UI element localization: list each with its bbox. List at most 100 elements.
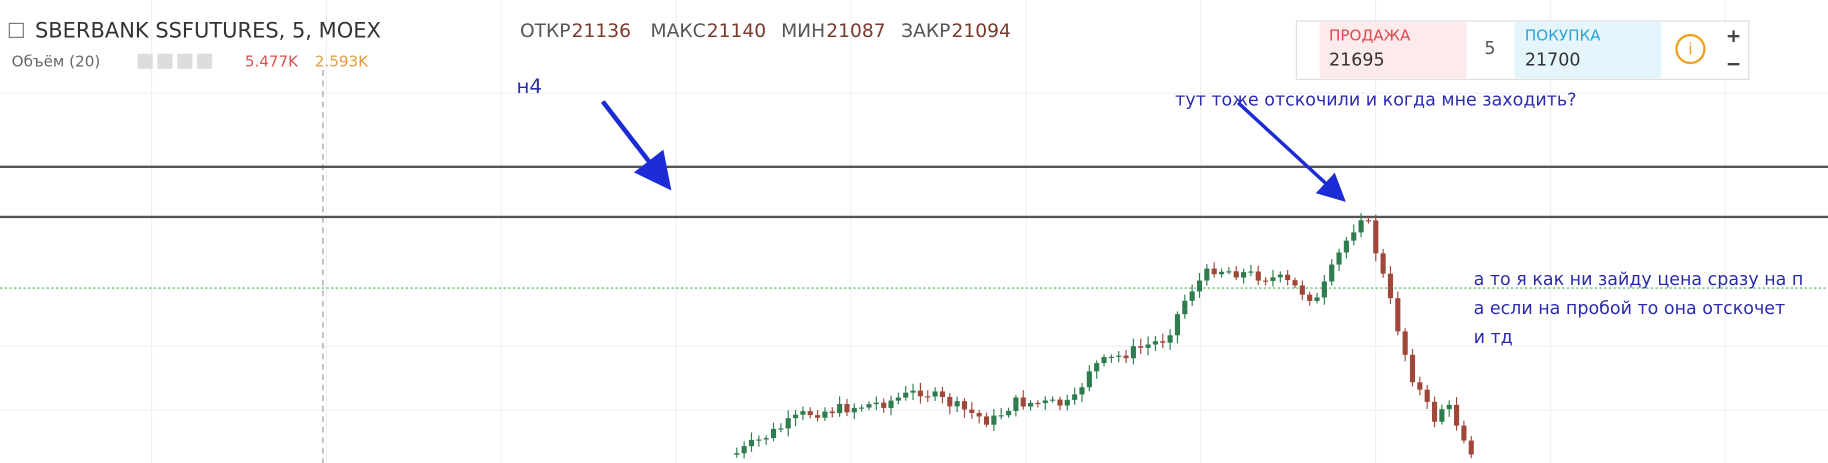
candle-body [1108, 356, 1114, 358]
candle-body [1255, 271, 1261, 281]
quantity[interactable]: 5 [1484, 39, 1495, 59]
candle-body [1417, 382, 1423, 390]
candle-body [910, 390, 916, 393]
candle-body [1292, 280, 1298, 286]
candle-body [903, 392, 909, 398]
candle-body [778, 428, 784, 430]
candle-body [1020, 397, 1026, 407]
candle-body [1050, 399, 1056, 401]
candle-body [822, 411, 828, 418]
candle-body [917, 390, 923, 397]
candle-body [998, 415, 1004, 417]
volume-value: 2.593K [315, 52, 369, 70]
candle-body [1218, 271, 1225, 275]
sell-button[interactable] [1319, 22, 1467, 79]
candle-body [1094, 363, 1100, 372]
candle-body [734, 453, 740, 455]
info-button[interactable] [1675, 33, 1706, 65]
sell-price: 21695 [1329, 51, 1385, 71]
candles [734, 213, 1474, 459]
candle-body [1321, 281, 1327, 298]
ohlc-value: 21094 [952, 21, 1011, 42]
indicator-buttons [137, 53, 213, 69]
ohlc-value: 21140 [707, 21, 766, 42]
candle-body [1160, 341, 1166, 343]
order-panel: ПРОДАЖА 21695 5 ПОКУПКА 21700 i [1295, 20, 1750, 80]
candle-body [1439, 409, 1445, 422]
candle-body [792, 414, 799, 419]
candle-body [1182, 300, 1188, 315]
button[interactable] [197, 53, 213, 69]
annotation: и тд [1474, 328, 1513, 348]
sell-label: ПРОДАЖА [1329, 27, 1411, 45]
candle-body [976, 412, 982, 417]
symbol: SBERBANK SSFUTURES, 5, MOEX [35, 19, 381, 43]
candle-body [1329, 264, 1335, 282]
candle-body [770, 428, 777, 439]
candle-body [1064, 399, 1070, 406]
candle-body [800, 411, 806, 415]
candle-body [1233, 271, 1239, 278]
candle-body [1028, 402, 1034, 407]
button[interactable] [177, 53, 193, 69]
buy-button[interactable] [1514, 22, 1662, 79]
candle-body [815, 415, 821, 418]
candle-body [1123, 355, 1129, 359]
candle-body [1285, 274, 1291, 281]
candle-body [1072, 394, 1078, 400]
candle-body [1152, 341, 1159, 345]
candle-body [1277, 274, 1283, 278]
candle-body [785, 418, 791, 429]
candle-body [932, 391, 938, 397]
candle-body [1402, 331, 1408, 355]
buy-label: ПОКУПКА [1525, 27, 1601, 45]
candle-body [1248, 271, 1254, 273]
plus-minus-buttons[interactable] [1727, 30, 1740, 66]
collapse-button[interactable] [8, 22, 24, 38]
candle-body [756, 439, 762, 441]
candle-body [1196, 280, 1203, 292]
ohlc-label: ОТКР [520, 21, 571, 42]
info-icon: i [1688, 40, 1693, 59]
annotation: н4 [516, 75, 542, 98]
ohlc-value: 21087 [826, 21, 885, 42]
candle-body [1226, 271, 1232, 273]
button[interactable] [157, 53, 173, 69]
candle-body [1101, 357, 1107, 364]
candle-body [1270, 277, 1276, 281]
candle-body [925, 396, 931, 398]
candle-body [1358, 220, 1364, 233]
candle-body [969, 409, 975, 413]
candle-body [1167, 335, 1173, 343]
candle-body [1395, 298, 1401, 332]
candle-body [1343, 240, 1349, 253]
candle-body [866, 404, 872, 408]
candle-body [895, 397, 901, 401]
arrow [1236, 101, 1346, 202]
candle-body [1431, 401, 1438, 422]
candle-body [1314, 297, 1320, 301]
volume-label: Объём (20) [12, 52, 101, 70]
candle-body [741, 446, 747, 454]
candle-body [1057, 399, 1063, 406]
volume-value: 5.477K [245, 52, 299, 70]
buy-price: 21700 [1525, 51, 1581, 71]
candle-body [888, 400, 894, 408]
candle-body [748, 439, 755, 447]
candle-body [1241, 272, 1247, 278]
button[interactable] [137, 53, 153, 69]
candle-body [1351, 232, 1357, 241]
ohlc: ОТКР 21136 МАКС 21140 МИН 21087 ЗАКР 21094 [520, 21, 1011, 42]
candle-body [1138, 346, 1144, 348]
candle-body [881, 402, 887, 408]
candle-body [1299, 285, 1305, 295]
candle-body [1424, 389, 1430, 402]
candle-body [1373, 220, 1379, 254]
candle-body [1387, 273, 1394, 299]
candle-body [1263, 280, 1269, 282]
candle-body [983, 416, 990, 425]
candle-body [829, 411, 835, 414]
